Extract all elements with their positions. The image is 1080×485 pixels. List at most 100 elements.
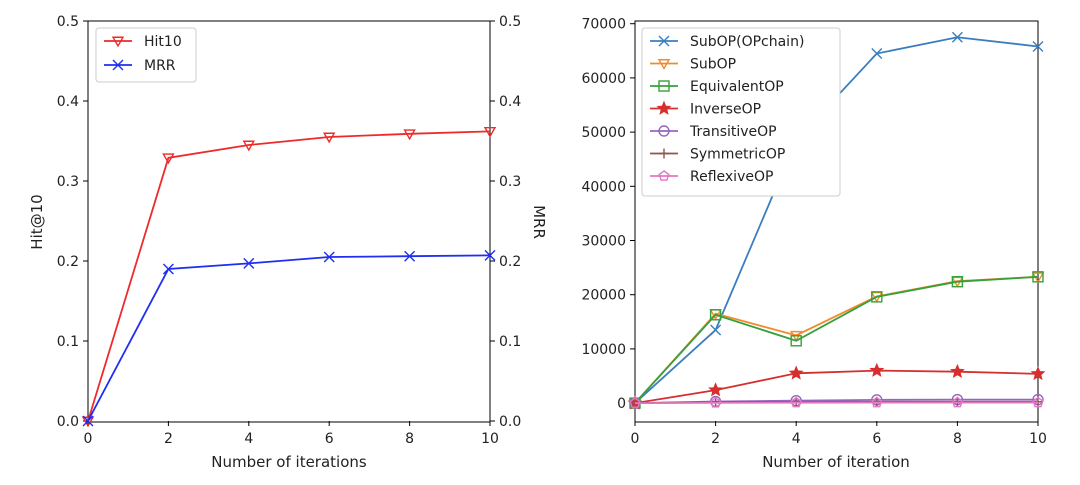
legend-marker	[112, 59, 124, 71]
legend-label: InverseOP	[690, 102, 761, 118]
series-line	[634, 275, 1039, 404]
legend-item: SymmetricOP	[650, 147, 785, 163]
y-tick-label: 0.0	[57, 414, 79, 430]
y-tick-label: 20000	[581, 288, 626, 304]
data-point	[242, 140, 256, 152]
legend-item: InverseOP	[650, 100, 761, 118]
x-tick-label: 0	[84, 431, 93, 447]
y2-tick-label: 0.1	[499, 334, 521, 350]
data-point	[162, 153, 175, 165]
data-point	[483, 126, 497, 138]
legend-marker	[659, 148, 669, 159]
legend-label: SubOP(OPchain)	[690, 34, 804, 50]
x-tick-label: 2	[164, 431, 173, 447]
data-point	[243, 257, 255, 269]
left-plot-frame	[87, 20, 491, 423]
data-point	[788, 365, 804, 380]
y-tick-label: 0.3	[57, 174, 79, 190]
x-tick-label: 10	[481, 431, 499, 447]
legend-marker	[656, 100, 672, 115]
legend-label: Hit10	[144, 34, 182, 50]
legend-item: SubOP	[650, 57, 736, 73]
y-tick-label: 30000	[581, 234, 626, 250]
series-line	[87, 254, 491, 422]
series-mrr	[82, 249, 496, 427]
data-point	[790, 396, 802, 408]
x-tick-label: 6	[872, 431, 881, 447]
series-line	[634, 401, 1038, 405]
y-tick-label: 60000	[581, 71, 626, 87]
series-line	[87, 130, 491, 422]
y-tick-label: 0.1	[57, 334, 79, 350]
legend-marker	[658, 80, 670, 92]
legend-item: ReflexiveOP	[650, 169, 773, 185]
legend-label: MRR	[144, 58, 176, 74]
y2-tick-label: 0.5	[499, 14, 521, 30]
x-tick-label: 8	[405, 431, 414, 447]
left-y2-axis-label: MRR	[530, 205, 548, 239]
left-legend: Hit10 MRR	[95, 27, 197, 83]
data-point	[403, 129, 416, 141]
data-point	[949, 363, 965, 379]
data-point	[162, 263, 174, 275]
data-point	[710, 396, 722, 408]
legend-marker	[658, 125, 670, 137]
data-point	[709, 309, 722, 321]
data-point	[951, 276, 964, 288]
x-tick-label: 10	[1029, 431, 1047, 447]
data-point	[323, 251, 335, 263]
legend-label: SymmetricOP	[690, 147, 785, 163]
y2-tick-label: 0.3	[499, 174, 521, 190]
data-point	[404, 250, 416, 262]
left-y2-ticks: 0.0 0.1 0.2 0.3 0.4 0.5	[490, 14, 521, 430]
data-point	[82, 415, 94, 427]
right-series	[627, 31, 1046, 410]
data-point	[322, 132, 336, 144]
data-point	[1032, 40, 1044, 52]
x-tick-label: 6	[325, 431, 334, 447]
data-point	[871, 291, 883, 303]
data-point	[871, 48, 883, 60]
legend-item: TransitiveOP	[650, 124, 777, 140]
right-x-ticks: 0 2 4 6 8 10	[631, 421, 1047, 447]
data-point	[951, 396, 963, 408]
legend-item: MRR	[104, 58, 176, 74]
legend-label: SubOP	[690, 57, 736, 73]
data-point	[484, 249, 496, 261]
left-series	[81, 126, 497, 428]
left-chart: 0 2 4 6 8 10 0.00.10.20.30.40.5 0.00.10.20.30…	[28, 14, 548, 471]
x-tick-label: 8	[953, 431, 962, 447]
data-point	[1032, 271, 1044, 283]
y2-tick-label: 0.2	[499, 254, 521, 270]
y-tick-label: 70000	[581, 17, 626, 33]
legend-item: SubOP(OPchain)	[650, 34, 804, 50]
legend-item: Hit10	[104, 34, 182, 50]
data-point	[951, 31, 963, 43]
left-y-ticks: 0.0 0.1 0.2 0.3 0.4 0.5	[57, 14, 88, 430]
right-plot-frame	[634, 20, 1039, 423]
data-point	[1030, 366, 1046, 381]
series-reflexiveop	[629, 396, 1044, 408]
series-line	[634, 369, 1039, 404]
left-x-axis-label: Number of iterations	[211, 453, 367, 471]
legend-marker	[658, 35, 670, 47]
y-tick-label: 0.2	[57, 254, 79, 270]
left-x-ticks: 0 2 4 6 8 10	[84, 421, 499, 447]
right-chart: 0 2 4 6 8 10 0 10000 20000 30000 40000 50000 60000 7…	[581, 17, 1046, 471]
x-tick-label: 0	[631, 431, 640, 447]
legend-marker	[658, 170, 670, 181]
y2-tick-label: 0.4	[499, 94, 521, 110]
y-tick-label: 0.5	[57, 14, 79, 30]
data-point	[790, 335, 802, 347]
y-tick-label: 40000	[581, 179, 626, 195]
data-point	[869, 362, 885, 377]
series-line	[634, 275, 1039, 404]
y-tick-label: 50000	[581, 125, 626, 141]
legend-marker	[111, 36, 125, 48]
series-equivalentop	[629, 271, 1044, 409]
y-tick-label: 0	[617, 396, 626, 412]
data-point	[708, 382, 724, 397]
right-x-axis-label: Number of iteration	[762, 453, 910, 471]
data-point	[871, 396, 883, 408]
right-legend-box	[641, 27, 841, 197]
